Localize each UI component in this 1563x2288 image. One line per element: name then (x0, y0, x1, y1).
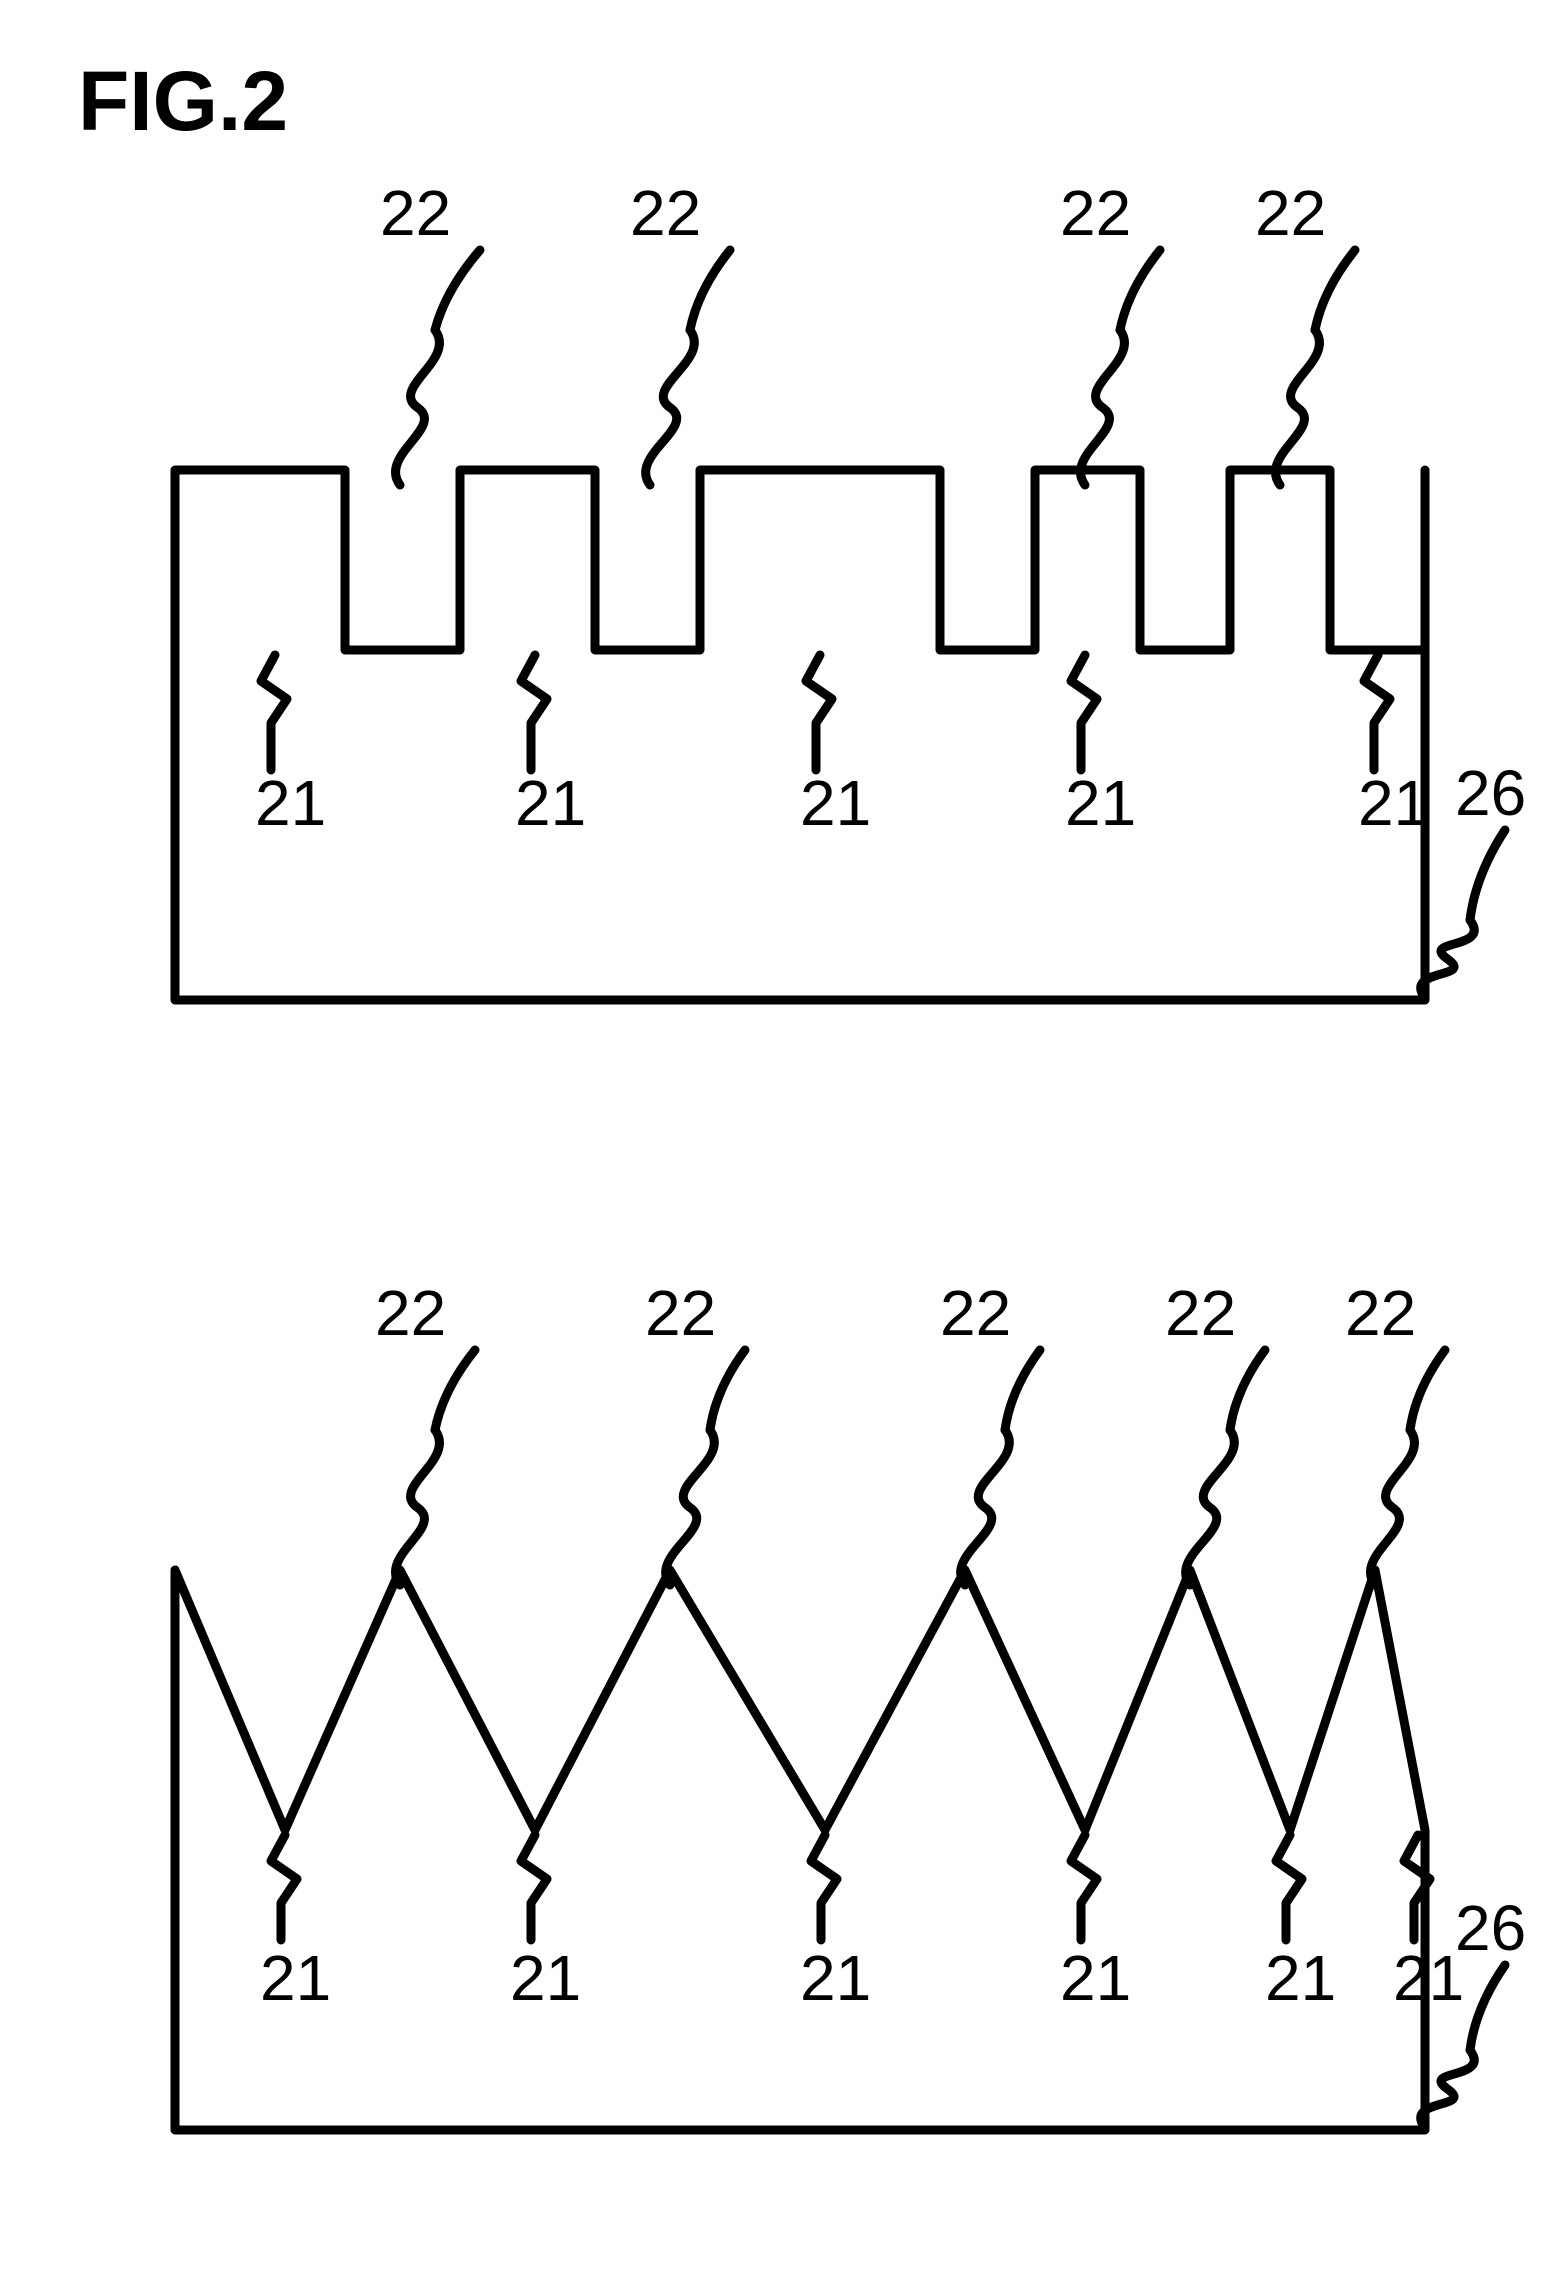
label-21: 21 (800, 767, 871, 839)
label-21: 21 (1265, 1942, 1336, 2014)
label-22: 22 (630, 177, 701, 249)
label-26: 26 (1455, 1892, 1526, 1964)
label-21: 21 (515, 767, 586, 839)
label-22: 22 (940, 1277, 1011, 1349)
label-22: 22 (1165, 1277, 1236, 1349)
figure-label: FIG.2 (78, 54, 288, 148)
label-22: 22 (1060, 177, 1131, 249)
label-21: 21 (1393, 1942, 1464, 2014)
figure-drawing: FIG.222222222212121212126222222222221212… (0, 0, 1563, 2288)
top-profile-outline (175, 470, 1425, 1000)
label-21: 21 (510, 1942, 581, 2014)
label-26: 26 (1455, 757, 1526, 829)
label-22: 22 (645, 1277, 716, 1349)
label-21: 21 (260, 1942, 331, 2014)
label-21: 21 (1065, 767, 1136, 839)
label-21: 21 (255, 767, 326, 839)
label-21: 21 (800, 1942, 871, 2014)
label-22: 22 (1255, 177, 1326, 249)
bottom-profile-outline (175, 1570, 1425, 2130)
label-22: 22 (1345, 1277, 1416, 1349)
label-21: 21 (1060, 1942, 1131, 2014)
label-22: 22 (375, 1277, 446, 1349)
label-21: 21 (1358, 767, 1429, 839)
label-22: 22 (380, 177, 451, 249)
